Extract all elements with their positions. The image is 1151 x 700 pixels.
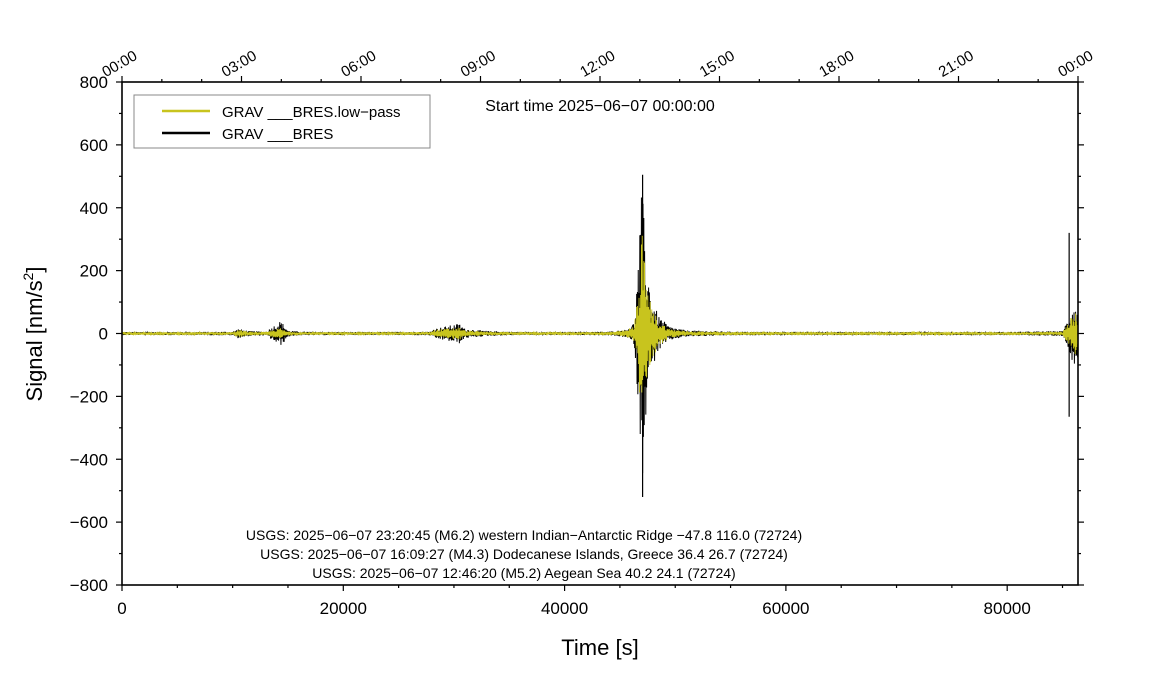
y-tick-label: −600 xyxy=(70,513,108,532)
y-tick-label: 0 xyxy=(99,325,108,344)
start-time-label: Start time 2025−06−07 00:00:00 xyxy=(485,98,715,115)
x-tick-label: 0 xyxy=(117,599,126,618)
top-time-label: 18:00 xyxy=(816,47,857,80)
y-tick-label: −400 xyxy=(70,450,108,469)
y-axis-label: Signal [nm/s2] xyxy=(20,267,47,402)
top-time-label: 09:00 xyxy=(458,47,499,80)
series-trace-1 xyxy=(121,197,1079,474)
top-time-label: 00:00 xyxy=(1055,47,1096,80)
top-time-label: 15:00 xyxy=(697,47,738,80)
x-axis-label: Time [s] xyxy=(561,635,638,660)
y-tick-label: −200 xyxy=(70,387,108,406)
legend-box xyxy=(133,94,431,149)
x-tick-label: 40000 xyxy=(541,599,588,618)
series-trace-0 xyxy=(121,235,1079,393)
y-tick-label: 400 xyxy=(80,199,108,218)
event-annotation-1: USGS: 2025−06−07 23:20:45 (M6.2) western… xyxy=(246,527,802,543)
y-axis-label-main: Signal [nm/s xyxy=(22,280,47,401)
x-tick-label: 60000 xyxy=(762,599,809,618)
y-tick-label: 200 xyxy=(80,262,108,281)
x-tick-label: 20000 xyxy=(320,599,367,618)
top-time-label: 12:00 xyxy=(577,47,618,80)
annotation-group: USGS: 2025−06−07 23:20:45 (M6.2) western… xyxy=(246,527,802,581)
y-axis-label-close: ] xyxy=(22,267,47,273)
y-tick-label: 800 xyxy=(80,73,108,92)
tick-group xyxy=(116,76,1084,591)
y-tick-label: −800 xyxy=(70,576,108,595)
top-time-label: 00:00 xyxy=(99,47,140,80)
legend: GRAV ___BRES.low−pass GRAV ___BRES xyxy=(133,94,431,149)
x-tick-label: 80000 xyxy=(984,599,1031,618)
y-axis-label-superscript: 2 xyxy=(20,272,36,280)
trace-group xyxy=(121,174,1079,497)
top-time-label: 06:00 xyxy=(338,47,379,80)
y-tick-label: 600 xyxy=(80,136,108,155)
legend-label-raw: GRAV ___BRES xyxy=(222,126,333,143)
top-time-label: 21:00 xyxy=(936,47,977,80)
event-annotation-2: USGS: 2025−06−07 16:09:27 (M4.3) Dodecan… xyxy=(260,546,788,562)
legend-label-lowpass: GRAV ___BRES.low−pass xyxy=(222,104,401,121)
top-time-label: 03:00 xyxy=(219,47,260,80)
event-annotation-3: USGS: 2025−06−07 12:46:20 (M5.2) Aegean … xyxy=(312,565,735,581)
